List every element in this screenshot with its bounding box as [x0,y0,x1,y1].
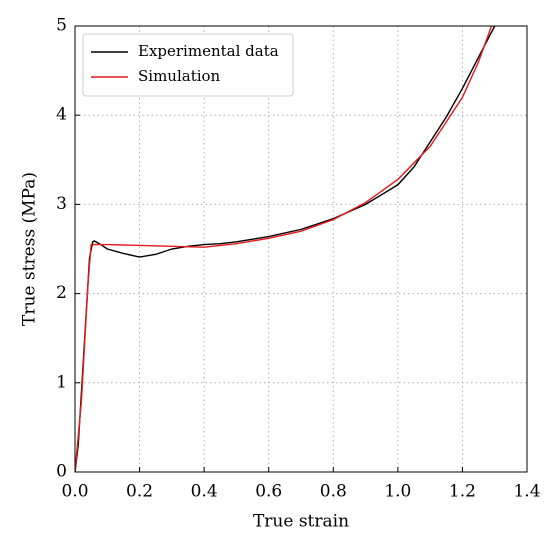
y-tick-label: 0 [56,462,67,482]
plot-frame [74,25,528,473]
x-tick-label: 0.6 [255,482,282,502]
legend-label: Simulation [138,67,221,85]
x-tick-label: 1.2 [449,482,476,502]
series-line [75,25,496,472]
y-tick-label: 5 [56,16,67,36]
x-tick-label: 0.2 [126,482,153,502]
x-tick-label: 0.8 [320,482,347,502]
y-tick-label: 3 [56,194,67,214]
x-tick-label: 0.4 [191,482,218,502]
y-tick-label: 1 [56,372,67,392]
x-tick-label: 1.0 [384,482,411,502]
y-tick-label: 2 [56,283,67,303]
y-axis-label: True stress (MPa) [20,172,40,326]
y-tick-label: 4 [56,105,67,125]
x-tick-label: 1.4 [513,482,540,502]
series-line [75,25,493,472]
legend-label: Experimental data [138,42,279,60]
x-axis-label: True strain [253,512,349,532]
x-tick-label: 0.0 [61,482,88,502]
legend-box [82,33,294,97]
